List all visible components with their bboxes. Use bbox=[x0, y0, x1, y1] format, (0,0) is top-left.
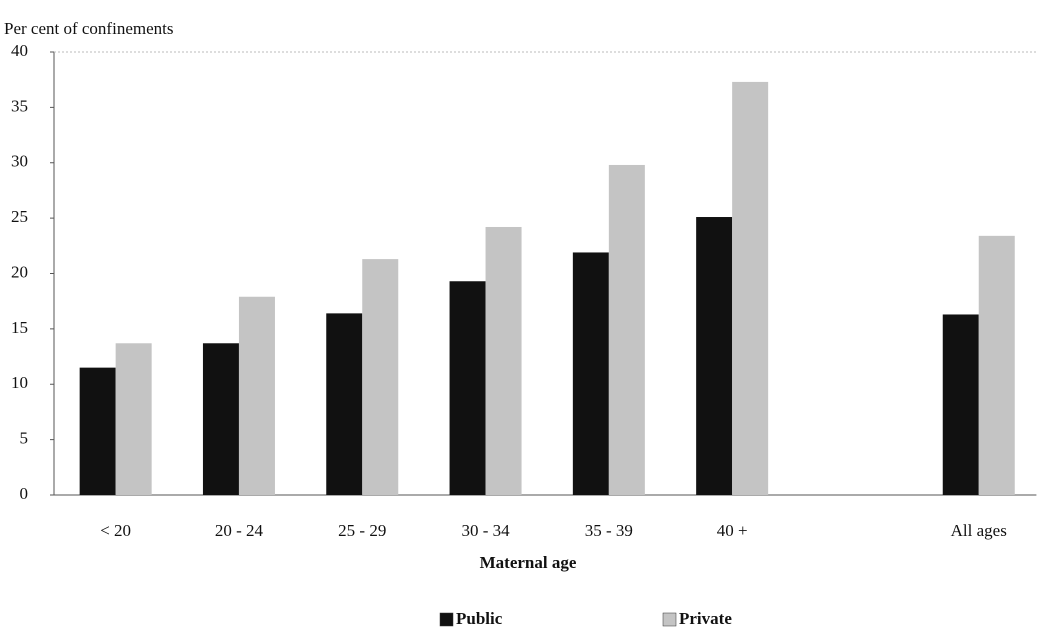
x-tick-label: 30 - 34 bbox=[461, 521, 510, 540]
y-tick-label: 0 bbox=[20, 484, 29, 503]
legend-label: Public bbox=[456, 609, 503, 628]
bar bbox=[942, 314, 979, 495]
y-tick-label: 25 bbox=[11, 207, 28, 226]
legend-swatch bbox=[439, 612, 454, 627]
bar bbox=[696, 217, 733, 495]
bar bbox=[362, 259, 399, 495]
x-tick-label: 40 + bbox=[717, 521, 748, 540]
y-tick-label: 30 bbox=[11, 152, 28, 171]
y-tick-label: 10 bbox=[11, 373, 28, 392]
bar bbox=[449, 281, 486, 495]
x-tick-label: 35 - 39 bbox=[585, 521, 633, 540]
bar bbox=[79, 367, 116, 495]
legend-label: Private bbox=[679, 609, 732, 628]
chart-title: Per cent of confinements bbox=[4, 19, 173, 38]
x-tick-label: All ages bbox=[951, 521, 1007, 540]
bar bbox=[608, 164, 645, 495]
legend-swatch bbox=[662, 612, 677, 627]
x-tick-label: 20 - 24 bbox=[215, 521, 264, 540]
bar bbox=[732, 81, 769, 495]
bar bbox=[202, 343, 239, 495]
bar bbox=[978, 235, 1015, 495]
bar bbox=[326, 313, 363, 495]
bar bbox=[238, 296, 275, 495]
y-tick-label: 20 bbox=[11, 262, 28, 281]
x-tick-label: < 20 bbox=[100, 521, 131, 540]
x-axis-label: Maternal age bbox=[480, 553, 577, 572]
y-tick-label: 15 bbox=[11, 318, 28, 337]
y-tick-label: 40 bbox=[11, 41, 28, 60]
y-tick-label: 35 bbox=[11, 96, 28, 115]
bar bbox=[572, 252, 609, 495]
bar bbox=[485, 226, 522, 496]
y-tick-label: 5 bbox=[20, 429, 29, 448]
x-tick-label: 25 - 29 bbox=[338, 521, 386, 540]
bar bbox=[115, 343, 152, 495]
